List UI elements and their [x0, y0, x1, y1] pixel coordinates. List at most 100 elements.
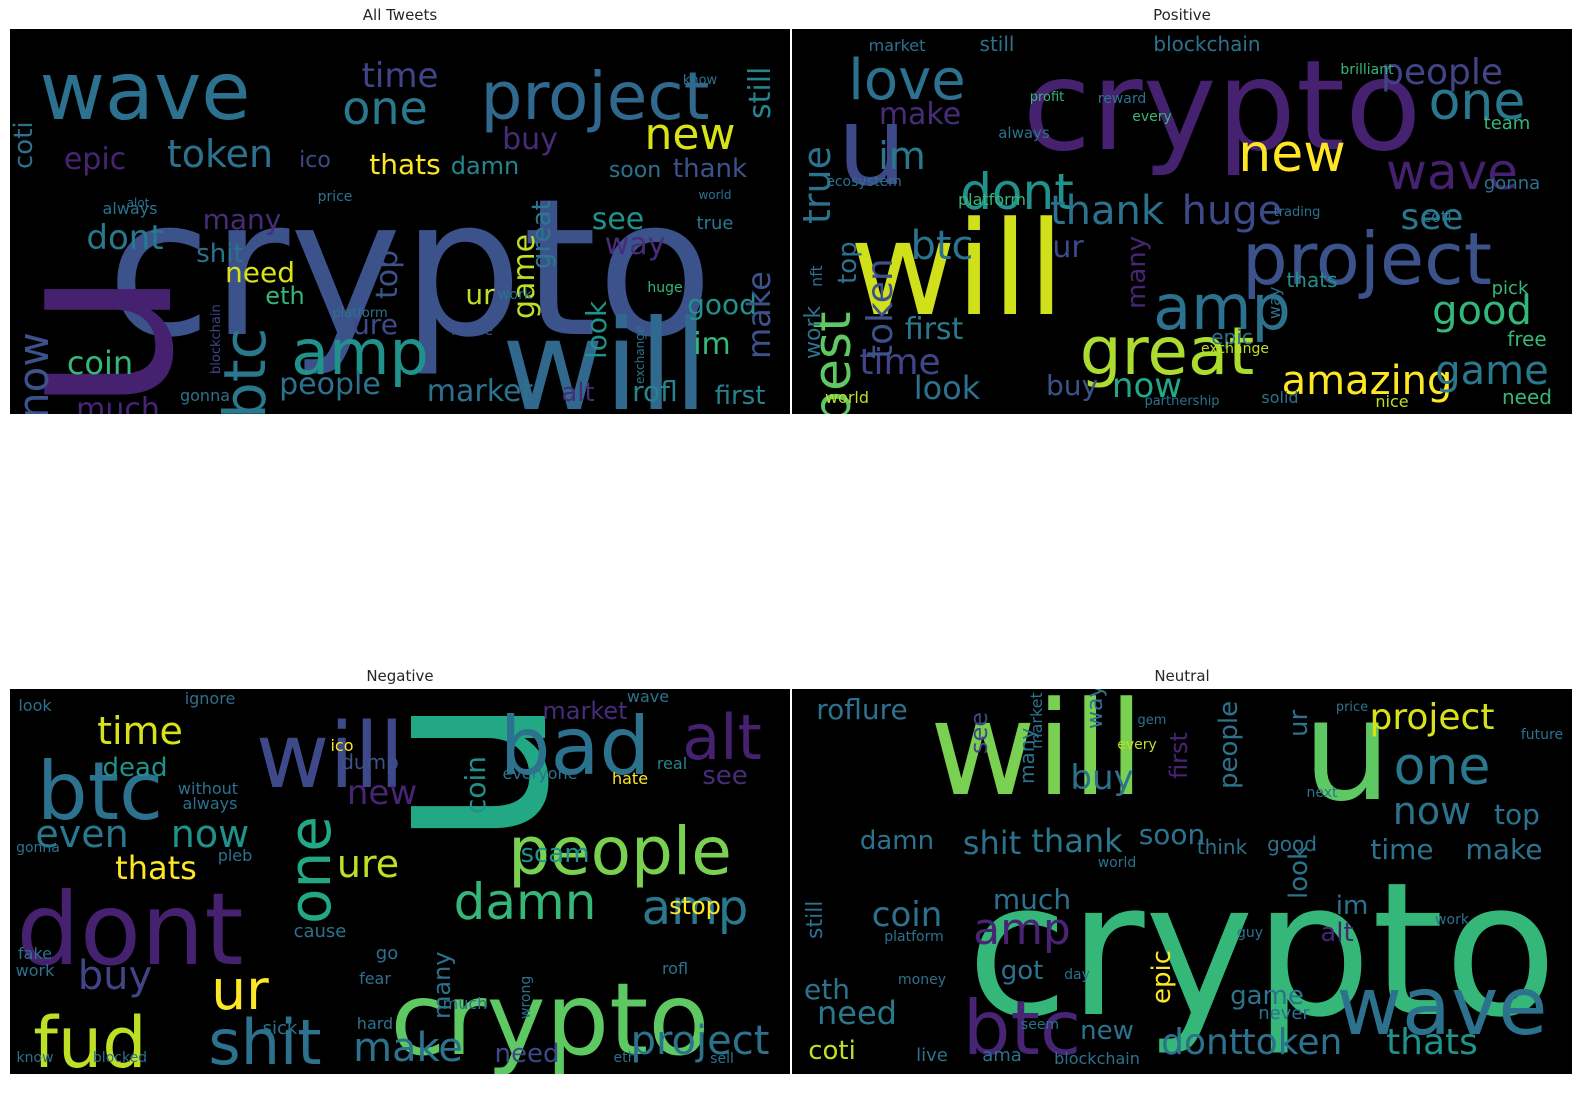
- word-world: world: [698, 188, 731, 202]
- word-still: still: [803, 901, 828, 939]
- word-even: even: [35, 812, 128, 856]
- word-coin: coin: [67, 344, 133, 382]
- word-work: work: [498, 287, 533, 303]
- word-live: live: [916, 1045, 948, 1066]
- word-one: one: [342, 81, 428, 135]
- word-work: work: [1435, 912, 1470, 928]
- word-everyone: everyone: [503, 764, 578, 783]
- word-u: u: [318, 694, 603, 849]
- word-always: always: [183, 794, 238, 813]
- word-thats: thats: [1286, 268, 1337, 292]
- word-nft: nft: [807, 265, 826, 287]
- word-need: need: [495, 1039, 560, 1069]
- word-dump: dump: [341, 750, 399, 774]
- word-wave: wave: [627, 689, 669, 706]
- word-time: time: [97, 709, 183, 753]
- word-market: market: [542, 697, 627, 725]
- word-still: still: [980, 32, 1015, 56]
- word-need: need: [1502, 385, 1552, 409]
- word-alt: alt: [682, 701, 762, 774]
- word-sick: sick: [263, 1018, 298, 1039]
- word-dont: dont: [1161, 1022, 1243, 1063]
- word-game: game: [1230, 981, 1304, 1011]
- panel-title-negative: Negative: [366, 667, 434, 685]
- word-eth: eth: [265, 282, 304, 310]
- word-btc: btc: [910, 223, 973, 269]
- word-people: people: [279, 367, 381, 402]
- word-huge: huge: [1182, 188, 1283, 234]
- word-brilliant: brilliant: [1340, 62, 1394, 78]
- word-first: first: [1165, 732, 1193, 779]
- word-reward: reward: [1098, 91, 1147, 107]
- word-amazing: amazing: [1282, 358, 1453, 404]
- word-pick: pick: [1492, 278, 1529, 299]
- word-ure: ure: [337, 842, 399, 886]
- word-dead: dead: [103, 753, 168, 783]
- word-make: make: [879, 97, 961, 132]
- word-top: top: [370, 250, 405, 299]
- word-people: people: [1381, 52, 1503, 93]
- word-buy: buy: [1070, 758, 1133, 798]
- word-wave: wave: [39, 45, 250, 138]
- word-way: way: [1265, 287, 1284, 319]
- word-top: top: [1494, 798, 1540, 831]
- word-good: good: [687, 288, 757, 321]
- word-new: new: [1080, 1016, 1134, 1046]
- word-much: much: [993, 883, 1071, 916]
- word-pleb: pleb: [218, 846, 253, 865]
- word-buy: buy: [502, 122, 558, 157]
- word-dont: dont: [16, 871, 243, 988]
- word-epic: epic: [64, 142, 126, 177]
- word-huge: huge: [647, 280, 682, 296]
- word-project: project: [631, 1018, 770, 1064]
- word-every: every: [1117, 737, 1157, 753]
- word-epic: epic: [1211, 325, 1253, 349]
- word-soon: soon: [609, 158, 661, 183]
- word-good: good: [1432, 288, 1532, 334]
- word-project: project: [1370, 697, 1495, 738]
- word-coin: coin: [872, 895, 943, 935]
- word-always: always: [103, 199, 158, 218]
- word-price: price: [1336, 700, 1368, 715]
- word-soon: soon: [1139, 818, 1206, 851]
- word-stop: stop: [669, 892, 721, 920]
- word-top: top: [833, 241, 863, 284]
- word-market: market: [869, 36, 926, 55]
- word-roflure: roflure: [816, 693, 908, 726]
- word-fake: fake: [18, 944, 52, 963]
- word-love: love: [848, 48, 965, 113]
- word-project: project: [1242, 217, 1492, 301]
- word-know: know: [17, 1050, 54, 1066]
- panel-title-all-tweets: All Tweets: [362, 6, 438, 24]
- word-u: u: [1303, 689, 1392, 833]
- word-world: world: [1098, 855, 1137, 871]
- word-shit: shit: [963, 824, 1021, 862]
- word-coti: coti: [808, 1036, 856, 1066]
- word-world: world: [825, 388, 869, 407]
- word-new: new: [645, 109, 736, 160]
- word-rofl: rofl: [632, 375, 678, 408]
- word-make: make: [740, 271, 778, 359]
- word-alt: alt: [561, 378, 594, 408]
- word-hate: hate: [612, 769, 648, 788]
- word-team: team: [1484, 113, 1531, 134]
- word-true: true: [697, 213, 734, 234]
- word-exchange: exchange: [633, 326, 647, 384]
- word-need: need: [817, 994, 897, 1032]
- word-hard: hard: [357, 1014, 393, 1033]
- word-got: got: [1001, 956, 1044, 986]
- word-time: time: [1370, 833, 1433, 866]
- word-nice: nice: [1375, 392, 1408, 411]
- word-still: still: [743, 67, 778, 119]
- word-partnership: partnership: [1144, 394, 1219, 409]
- word-every: every: [1132, 109, 1172, 125]
- word-fear: fear: [359, 969, 391, 988]
- word-future: future: [451, 323, 493, 339]
- word-wave: wave: [1336, 960, 1547, 1053]
- word-ure: ure: [352, 308, 398, 341]
- word-see: see: [592, 202, 645, 237]
- word-token: token: [1242, 1022, 1343, 1063]
